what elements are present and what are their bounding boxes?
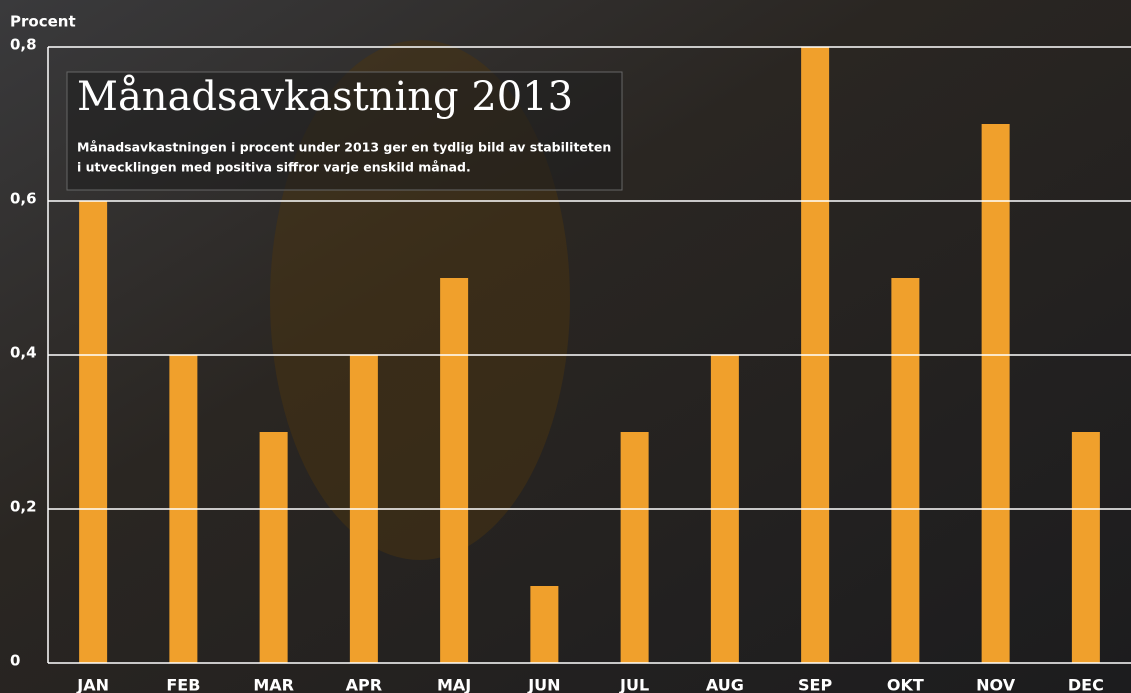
chart: Procent Månadsavkastning 2013 Månadsavka… bbox=[0, 0, 1131, 693]
bar bbox=[530, 586, 558, 663]
bar bbox=[440, 278, 468, 663]
bar bbox=[1072, 432, 1100, 663]
bar bbox=[260, 432, 288, 663]
x-tick-label: SEP bbox=[798, 676, 832, 693]
x-tick-label: JUN bbox=[527, 676, 560, 693]
x-tick-label: AUG bbox=[706, 676, 744, 693]
chart-title: Månadsavkastning 2013 bbox=[77, 74, 573, 120]
y-tick-label: 0,2 bbox=[10, 498, 37, 516]
bar bbox=[621, 432, 649, 663]
subtitle-line: Månadsavkastningen i procent under 2013 … bbox=[77, 140, 611, 155]
bar bbox=[891, 278, 919, 663]
x-tick-label: APR bbox=[346, 676, 382, 693]
y-axis-label: Procent bbox=[10, 13, 76, 31]
x-tick-label: DEC bbox=[1068, 676, 1104, 693]
x-tick-label: JUL bbox=[619, 676, 649, 693]
bar bbox=[982, 124, 1010, 663]
y-tick-label: 0 bbox=[10, 652, 20, 670]
x-tick-label: NOV bbox=[976, 676, 1016, 693]
x-tick-label: MAR bbox=[253, 676, 294, 693]
x-tick-label: MAJ bbox=[437, 676, 471, 693]
x-tick-label: OKT bbox=[887, 676, 924, 693]
y-tick-label: 0,4 bbox=[10, 344, 37, 362]
subtitle-line: i utvecklingen med positiva siffror varj… bbox=[77, 160, 471, 175]
y-tick-label: 0,8 bbox=[10, 36, 37, 54]
x-tick-label: FEB bbox=[166, 676, 200, 693]
bar bbox=[79, 201, 107, 663]
y-tick-label: 0,6 bbox=[10, 190, 37, 208]
x-tick-label: JAN bbox=[76, 676, 109, 693]
